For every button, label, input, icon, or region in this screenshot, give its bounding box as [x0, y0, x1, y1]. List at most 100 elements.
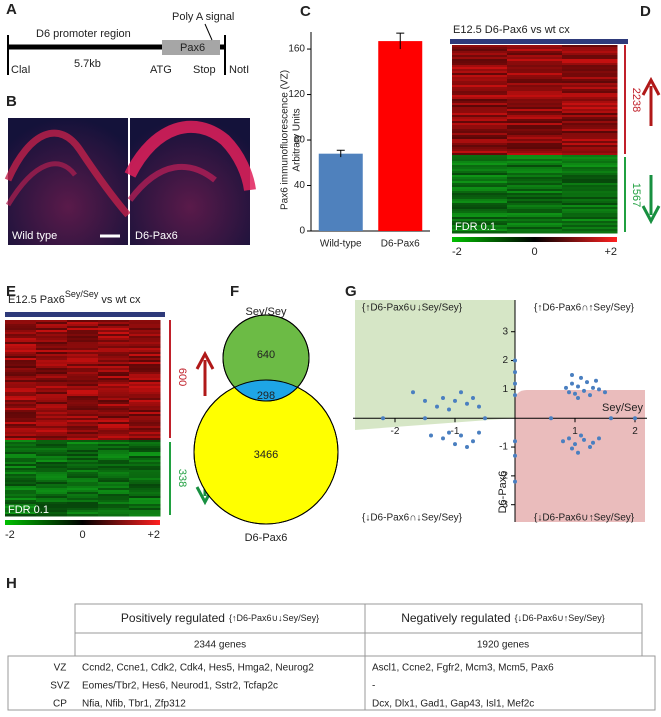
- point: [585, 380, 589, 385]
- heatmap-cell: [452, 83, 508, 86]
- point: [453, 398, 457, 403]
- heatmap-cell: [507, 155, 563, 158]
- y-tick-label: 40: [294, 180, 306, 191]
- heatmap-cell: [98, 500, 130, 503]
- heatmap-cell: [67, 368, 99, 371]
- heatmap-cell: [562, 53, 618, 56]
- heatmap-cell: [562, 71, 618, 74]
- heatmap-cell: [562, 127, 618, 130]
- heatmap-cell: [452, 217, 508, 220]
- point: [564, 385, 568, 390]
- heatmap-cell: [129, 406, 161, 409]
- heatmap-cell: [562, 55, 618, 58]
- heatmap-cell: [452, 173, 508, 176]
- heatmap-title: E12.5 D6-Pax6 vs wt cx: [453, 24, 570, 36]
- heatmap-cell: [129, 450, 161, 453]
- y-tick-label: -1: [499, 442, 508, 453]
- panel-label: F: [230, 283, 239, 300]
- heatmap-cell: [129, 514, 161, 517]
- heatmap-cell: [98, 386, 130, 389]
- heatmap-cell: [129, 414, 161, 417]
- heatmap-cell: [562, 67, 618, 70]
- heatmap-cell: [98, 340, 130, 343]
- heatmap-cell: [67, 354, 99, 357]
- column-title-text: Positively regulated: [121, 611, 225, 625]
- heatmap-cell: [67, 374, 99, 377]
- heatmap-cell: [562, 159, 618, 162]
- heatmap-cell: [129, 392, 161, 395]
- heatmap-cell: [5, 398, 37, 401]
- heatmap-cell: [98, 470, 130, 473]
- heatmap-cell: [36, 394, 68, 397]
- heatmap-cell: [452, 195, 508, 198]
- panel-label: B: [6, 93, 17, 110]
- heatmap-cell: [67, 450, 99, 453]
- point: [477, 430, 481, 435]
- heatmap-cell: [98, 462, 130, 465]
- heatmap-cell: [562, 95, 618, 98]
- title-sup: Sey/Sey: [65, 289, 99, 299]
- heatmap-cell: [67, 388, 99, 391]
- heatmap-cell: [36, 442, 68, 445]
- heatmap-cell: [129, 380, 161, 383]
- heatmap-cell: [98, 488, 130, 491]
- heatmap-cell: [452, 113, 508, 116]
- heatmap-cell: [562, 189, 618, 192]
- heatmap-cell: [67, 346, 99, 349]
- gene-box: [162, 40, 220, 55]
- point: [513, 370, 517, 375]
- heatmap-cell: [36, 436, 68, 439]
- heatmap-cell: [98, 324, 130, 327]
- heatmap-cell: [5, 448, 37, 451]
- heatmap-title: E12.5 Pax6Sey/Sey vs wt cx: [8, 289, 141, 306]
- heatmap-cell: [129, 442, 161, 445]
- heatmap-cell: [129, 462, 161, 465]
- heatmap-cell: [67, 358, 99, 361]
- heatmap-cell: [36, 422, 68, 425]
- heatmap-cell: [562, 49, 618, 52]
- venn: Sey/Sey 640 298 3466 D6-Pax6: [193, 306, 339, 544]
- heatmap-cell: [36, 472, 68, 475]
- heatmap-cell: [129, 332, 161, 335]
- heatmap-cell: [452, 219, 508, 222]
- heatmap-cell: [5, 346, 37, 349]
- heatmap-cell: [5, 374, 37, 377]
- heatmap-cell: [36, 446, 68, 449]
- heatmap-cell: [562, 195, 618, 198]
- heatmap-cell: [5, 502, 37, 505]
- heatmap-cell: [98, 406, 130, 409]
- heatmap-cell: [562, 47, 618, 50]
- heatmap-cell: [129, 396, 161, 399]
- heatmap-cell: [129, 422, 161, 425]
- heatmap-cell: [36, 340, 68, 343]
- heatmap-cell: [36, 376, 68, 379]
- heatmap-cell: [507, 229, 563, 232]
- pointer: [204, 23, 213, 41]
- heatmap-cell: [36, 510, 68, 513]
- heatmap-cell: [452, 125, 508, 128]
- heatmap-cell: [507, 195, 563, 198]
- heatmap-cell: [452, 105, 508, 108]
- heatmap-cell: [67, 386, 99, 389]
- heatmap-cell: [67, 506, 99, 509]
- heatmap-cell: [562, 179, 618, 182]
- heatmap-cell: [98, 372, 130, 375]
- heatmap-cell: [67, 372, 99, 375]
- heatmap-cell: [67, 428, 99, 431]
- heatmap-cell: [98, 512, 130, 515]
- heatmap-cell: [98, 336, 130, 339]
- count: 600: [176, 368, 188, 386]
- heatmap-cell: [129, 362, 161, 365]
- y-tick-label: 160: [288, 44, 305, 55]
- point: [459, 390, 463, 395]
- arrow-up: [641, 76, 661, 126]
- heatmap-cell: [452, 81, 508, 84]
- heatmap-cell: [98, 460, 130, 463]
- heatmap-cell: [5, 458, 37, 461]
- heatmap-cell: [98, 354, 130, 357]
- heatmap-cell: [562, 111, 618, 114]
- outline: [222, 314, 310, 402]
- heatmap-cell: [5, 366, 37, 369]
- point: [453, 442, 457, 447]
- fdr-label: FDR 0.1: [455, 221, 496, 233]
